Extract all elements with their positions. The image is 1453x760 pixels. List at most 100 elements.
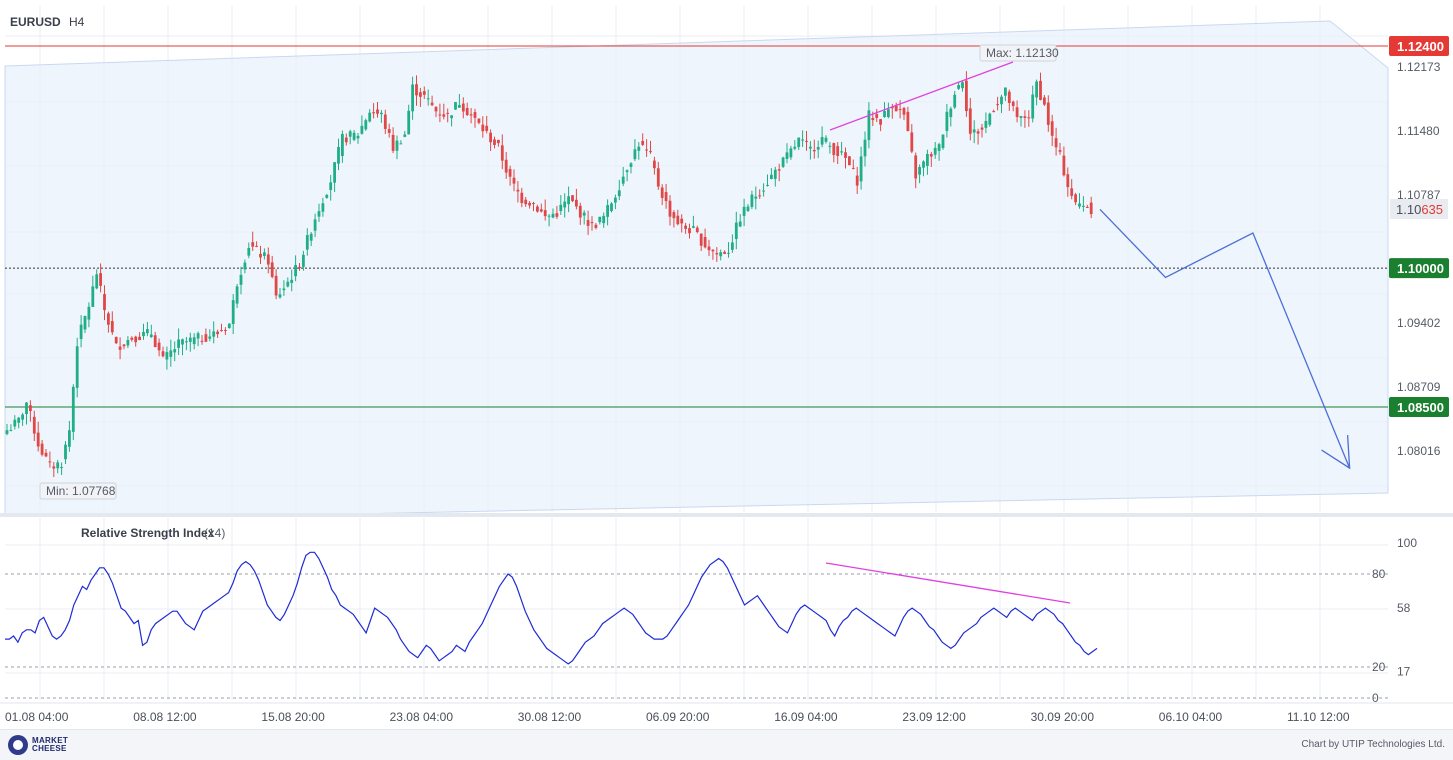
candle-body — [153, 335, 157, 347]
candle-body — [797, 137, 801, 148]
rsi-level-label: 80 — [1372, 567, 1386, 581]
market-cheese-logo[interactable]: MARKET CHEESE — [8, 735, 92, 755]
candle-body — [344, 137, 348, 143]
candle-body — [360, 125, 364, 134]
candle-body — [610, 203, 613, 212]
candle-body — [1007, 91, 1011, 103]
candle-body — [122, 344, 126, 347]
price-tick-label: 1.09402 — [1397, 316, 1441, 330]
candle-body — [1000, 96, 1003, 105]
candle-body — [298, 266, 301, 269]
candle-body — [1035, 81, 1038, 98]
candle-body — [13, 419, 17, 427]
candle-body — [173, 349, 177, 353]
candle-body — [968, 108, 972, 134]
candle-body — [1050, 121, 1054, 136]
candle-body — [614, 197, 617, 203]
candle-body — [126, 340, 130, 346]
candle-body — [731, 242, 734, 250]
rsi-axis: 100 58 17 — [1397, 536, 1417, 679]
level-tag-label-2: 1.08500 — [1397, 400, 1444, 415]
candle-body — [758, 195, 762, 197]
candle-body — [512, 177, 516, 184]
rsi-tick-label: 58 — [1397, 601, 1411, 615]
candle-body — [169, 350, 173, 357]
candle-body — [454, 102, 457, 110]
candle-body — [497, 139, 500, 144]
candle-body — [196, 333, 200, 339]
candle-body — [734, 222, 738, 240]
candle-body — [177, 339, 180, 348]
level-tag-bg-0 — [1389, 36, 1449, 56]
candle-body — [461, 103, 465, 112]
candle-body — [883, 111, 886, 118]
candle-body — [1031, 94, 1035, 119]
panel-separator[interactable] — [0, 513, 1453, 517]
candle-body — [1054, 138, 1058, 148]
candle-body — [1046, 102, 1050, 125]
candle-body — [836, 146, 840, 157]
candle-body — [988, 113, 992, 125]
credit-text: Chart by UTIP Technologies Ltd. — [1301, 739, 1445, 750]
candle-body — [302, 254, 305, 267]
candle-body — [781, 157, 785, 167]
candle-body — [130, 337, 134, 340]
candle-body — [329, 182, 333, 190]
candle-body — [407, 110, 411, 135]
candle-body — [64, 444, 67, 460]
candle-body — [972, 129, 976, 133]
candle-body — [664, 192, 668, 202]
candle-body — [387, 129, 391, 133]
candle-body — [114, 336, 118, 344]
candle-body — [629, 163, 633, 167]
candle-body — [138, 336, 141, 341]
candle-body — [520, 192, 524, 204]
candle-body — [992, 111, 996, 113]
time-tick-label: 15.08 20:00 — [261, 710, 325, 724]
candle-body — [582, 212, 586, 216]
candle-body — [286, 281, 290, 287]
rsi-level-label: 0 — [1372, 691, 1379, 705]
candle-body — [9, 429, 13, 431]
price-channel — [4, 20, 1389, 516]
price-chart[interactable]: Max: 1.12130 Min: 1.07768 EURUSD H4 1.12… — [0, 0, 1453, 729]
candle-body — [95, 274, 99, 289]
candle-body — [235, 286, 239, 304]
candle-body — [867, 110, 871, 141]
candle-body — [528, 202, 531, 206]
candles — [5, 71, 1093, 477]
candle-body — [848, 156, 851, 166]
candle-body — [21, 414, 24, 420]
candle-body — [251, 242, 255, 247]
candle-body — [543, 210, 547, 217]
candle-body — [348, 131, 352, 137]
candle-body — [29, 405, 32, 412]
rsi-tick-label: 100 — [1397, 536, 1417, 550]
candle-body — [621, 176, 625, 184]
candle-body — [559, 204, 563, 212]
candle-body — [918, 167, 921, 175]
candle-body — [325, 194, 329, 198]
candle-body — [672, 212, 676, 219]
candle-body — [290, 279, 294, 283]
candle-body — [649, 151, 652, 153]
candle-body — [887, 109, 890, 118]
candle-body — [181, 339, 184, 345]
rsi-divergence-line — [825, 562, 1071, 604]
candle-body — [212, 331, 216, 337]
candle-body — [32, 416, 36, 434]
grid-rsi — [5, 518, 1388, 700]
candle-body — [633, 149, 637, 160]
rsi-level-label: 20 — [1372, 660, 1386, 674]
candle-body — [333, 162, 336, 183]
candle-body — [450, 115, 453, 119]
level-tag-bg-2 — [1389, 397, 1449, 417]
candle-body — [809, 146, 812, 149]
time-tick-label: 23.08 04:00 — [390, 710, 454, 724]
candle-body — [1027, 117, 1031, 119]
candle-body — [855, 175, 859, 186]
candle-body — [446, 112, 450, 114]
time-tick-label: 30.09 20:00 — [1031, 710, 1095, 724]
candle-body — [165, 352, 169, 360]
candle-body — [711, 249, 715, 252]
